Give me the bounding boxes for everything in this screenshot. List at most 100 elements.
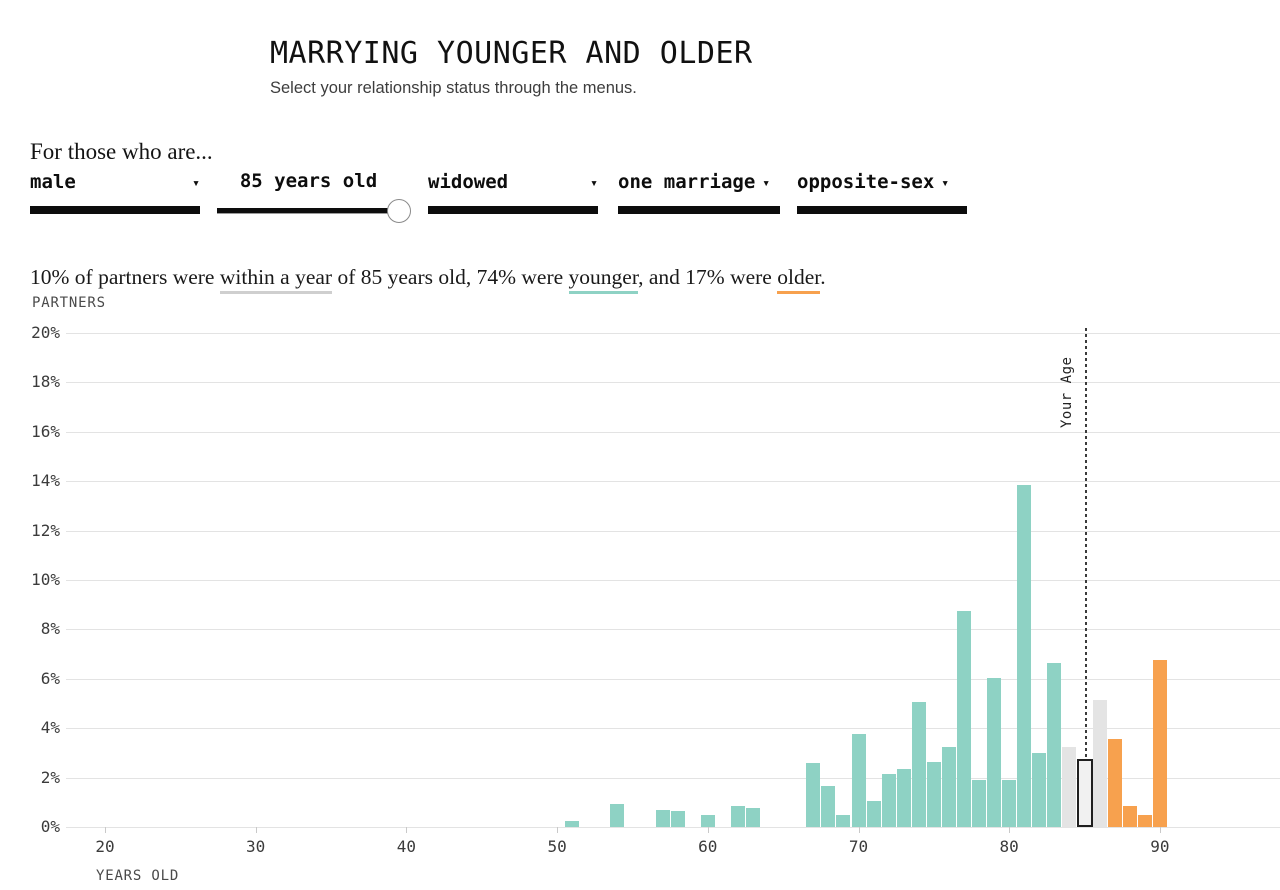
status-dropdown[interactable]: widowed ▾: [428, 170, 598, 228]
y-axis-tick-4%: 4%: [40, 718, 60, 738]
summary-younger: younger: [568, 264, 639, 294]
y-axis-tick-6%: 6%: [40, 668, 60, 688]
bar-age-83: [1047, 662, 1062, 827]
summary-older: older: [777, 264, 821, 294]
chevron-down-icon[interactable]: ▾: [192, 176, 200, 191]
status-dropdown-row[interactable]: widowed ▾: [428, 170, 598, 193]
x-axis-tick-40: 40: [396, 837, 417, 856]
x-axis-tick-60: 60: [698, 837, 718, 856]
x-axis-tickmark-30: [255, 827, 257, 833]
orientation-dropdown-value[interactable]: opposite-sex: [797, 170, 935, 193]
y-axis-tick-12%: 12%: [31, 520, 60, 540]
bar-age-79: [987, 677, 1002, 827]
x-axis-tick-20: 20: [95, 837, 115, 856]
orientation-dropdown-row[interactable]: opposite-sex ▾: [797, 170, 967, 193]
x-axis-tick-70: 70: [848, 837, 869, 856]
x-axis-tickmark-50: [557, 827, 559, 833]
chevron-down-icon[interactable]: ▾: [941, 176, 950, 191]
chevron-down-icon[interactable]: ▾: [590, 176, 598, 191]
gender-dropdown-underline: [30, 206, 200, 214]
gridline-8%: [66, 629, 1280, 631]
bar-age-85: [1076, 759, 1093, 827]
x-axis-title: YEARS OLD: [96, 868, 180, 884]
y-axis-tick-16%: 16%: [31, 421, 60, 441]
x-axis-tickmark-20: [105, 827, 106, 833]
bar-age-84: [1062, 746, 1077, 827]
gridline-18%: [66, 382, 1280, 384]
summary-part-1: 10% of partners were: [30, 264, 220, 289]
bar-age-51: [565, 820, 580, 827]
page-subtitle: Select your relationship status through …: [270, 78, 637, 97]
gridline-4%: [66, 728, 1280, 730]
orientation-dropdown-underline: [797, 206, 967, 214]
bar-age-62: [730, 806, 745, 827]
x-axis-tickmark-80: [1009, 827, 1011, 833]
summary-part-2: of 85 years old, 74% were: [332, 264, 569, 289]
y-axis-tick-0%: 0%: [40, 817, 60, 836]
gridline-12%: [66, 530, 1280, 532]
bar-age-77: [956, 610, 971, 827]
bar-age-58: [670, 810, 685, 827]
x-axis-tickmark-70: [858, 827, 860, 833]
bar-age-63: [746, 808, 760, 827]
marriages-dropdown-row[interactable]: one marriage ▾: [618, 170, 780, 193]
bar-age-71: [866, 801, 881, 827]
intro-text: For those who are...: [30, 139, 213, 164]
bar-age-80: [1002, 780, 1017, 827]
gridline-10%: [66, 580, 1280, 581]
marriages-dropdown[interactable]: one marriage ▾: [618, 170, 780, 228]
gender-dropdown-row[interactable]: male ▾: [30, 170, 200, 193]
summary-sentence: 10% of partners were within a year of 85…: [30, 264, 1210, 294]
bar-age-73: [896, 768, 911, 827]
gridline-14%: [66, 481, 1280, 483]
gridline-16%: [66, 431, 1280, 433]
bar-age-82: [1032, 752, 1047, 827]
bar-age-72: [881, 773, 896, 827]
gridline-0%: [66, 827, 1280, 828]
gridline-6%: [66, 678, 1280, 680]
gender-dropdown[interactable]: male ▾: [30, 170, 200, 228]
x-axis-tickmark-90: [1159, 827, 1161, 833]
age-slider-track[interactable]: [217, 208, 400, 214]
bar-age-76: [941, 746, 956, 827]
x-axis-tick-30: 30: [246, 837, 266, 856]
bar-age-60: [700, 814, 715, 827]
y-axis-tick-20%: 20%: [31, 323, 60, 342]
summary-part-4: .: [820, 264, 826, 289]
bar-age-74: [911, 702, 926, 827]
age-slider[interactable]: 85 years old: [217, 170, 411, 228]
bar-age-86: [1092, 699, 1107, 827]
chevron-down-icon[interactable]: ▾: [762, 176, 771, 191]
bar-age-69: [836, 814, 851, 827]
status-dropdown-value[interactable]: widowed: [428, 170, 509, 193]
bar-age-70: [851, 734, 866, 827]
bar-age-68: [821, 786, 836, 827]
bar-age-88: [1122, 806, 1137, 827]
bar-age-78: [972, 780, 987, 827]
y-axis-tick-14%: 14%: [31, 471, 60, 491]
bar-age-75: [926, 761, 941, 827]
y-axis-title: PARTNERS: [32, 295, 106, 311]
y-axis-tick-10%: 10%: [31, 570, 60, 589]
bar-age-57: [655, 809, 670, 827]
y-axis-tick-8%: 8%: [40, 619, 60, 639]
orientation-dropdown[interactable]: opposite-sex ▾: [797, 170, 967, 228]
x-axis-tick-50: 50: [547, 837, 567, 856]
marriages-dropdown-value[interactable]: one marriage: [618, 170, 756, 193]
age-slider-handle[interactable]: [387, 199, 411, 223]
gridline-20%: [66, 333, 1280, 334]
gender-dropdown-value[interactable]: male: [30, 170, 76, 193]
summary-part-3: , and 17% were: [638, 264, 778, 289]
bar-age-67: [806, 762, 821, 827]
gridline-2%: [66, 777, 1280, 779]
y-axis-tick-2%: 2%: [40, 767, 60, 787]
your-age-label: Your Age: [1058, 356, 1075, 428]
bar-age-54: [610, 803, 625, 827]
status-dropdown-underline: [428, 206, 598, 214]
x-axis-tickmark-60: [707, 827, 709, 833]
x-axis-tick-90: 90: [1150, 837, 1170, 856]
summary-within-a-year: within a year: [219, 264, 333, 294]
bar-age-89: [1137, 814, 1152, 827]
your-age-line: [1084, 328, 1087, 760]
marriages-dropdown-underline: [618, 206, 780, 214]
